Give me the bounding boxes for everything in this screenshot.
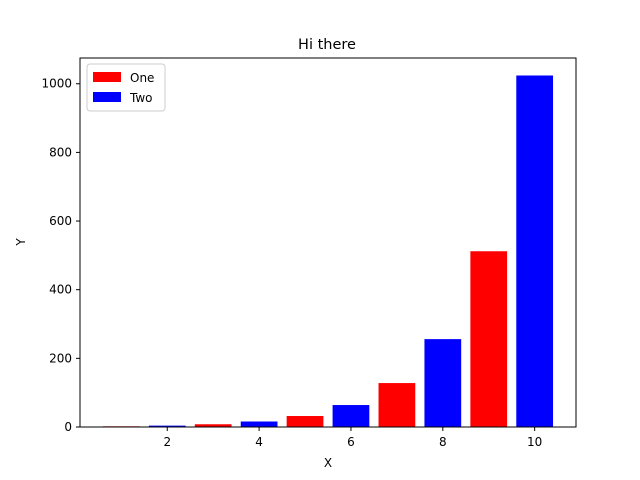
x-tick-label: 2	[163, 435, 171, 449]
legend-label-two: Two	[129, 91, 153, 105]
bar-two-10	[516, 75, 554, 428]
y-tick-label: 200	[49, 351, 72, 365]
y-axis-label: Y	[14, 238, 28, 247]
y-tick-label: 0	[64, 420, 72, 434]
bar-two-2	[148, 425, 186, 427]
y-axis: 0 200 400 600 800 1000	[41, 77, 80, 434]
x-tick-label: 4	[255, 435, 263, 449]
bar-two-8	[424, 339, 462, 427]
x-tick-label: 8	[439, 435, 447, 449]
bar-one-9	[470, 251, 508, 427]
x-tick-label: 6	[347, 435, 355, 449]
bar-one-5	[286, 416, 324, 427]
x-axis: 2 4 6 8 10	[163, 427, 542, 449]
bars-layer	[102, 75, 554, 428]
y-tick-label: 600	[49, 214, 72, 228]
chart-title: Hi there	[298, 37, 356, 53]
y-tick-label: 800	[49, 145, 72, 159]
legend-swatch-two	[93, 92, 121, 102]
legend-label-one: One	[130, 71, 154, 85]
legend-swatch-one	[93, 72, 121, 82]
bar-one-7	[378, 383, 416, 427]
x-axis-label: X	[324, 456, 332, 470]
bar-two-6	[332, 405, 370, 427]
y-tick-label: 400	[49, 283, 72, 297]
plot-area	[79, 57, 577, 428]
bar-one-3	[194, 424, 232, 427]
legend: One Two	[86, 63, 166, 112]
y-tick-label: 1000	[41, 77, 72, 91]
x-tick-label: 10	[527, 435, 542, 449]
bar-two-4	[240, 421, 278, 427]
